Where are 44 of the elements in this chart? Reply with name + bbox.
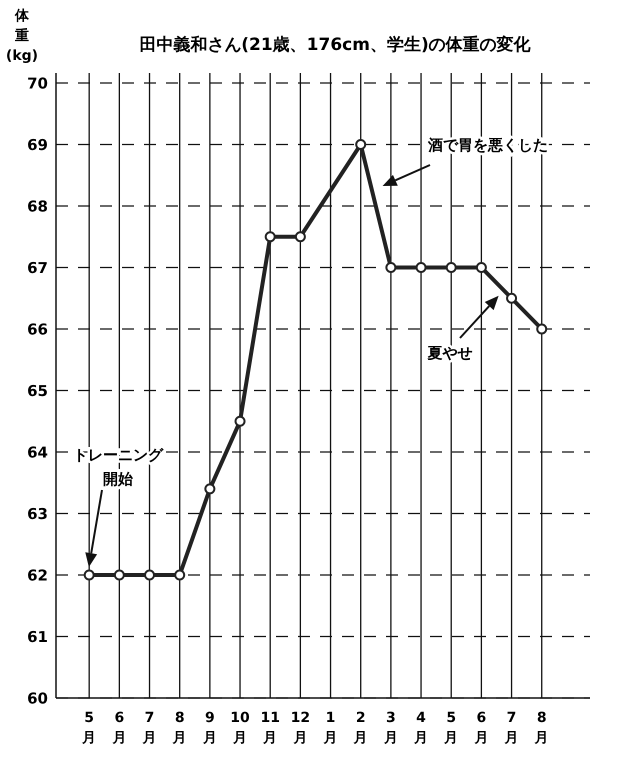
x-tick-label: 8月: [172, 710, 187, 746]
point: [264, 231, 276, 242]
y-tick-label: 64: [27, 443, 48, 462]
x-tick-label: 8月: [534, 710, 549, 746]
x-tick-label: 6月: [473, 710, 488, 746]
x-tick-label: 11月: [260, 710, 280, 746]
y-tick-label: 70: [27, 74, 48, 92]
x-tick-label: 5月: [443, 710, 458, 746]
point: [84, 570, 95, 580]
x-tick-label: 7月: [504, 710, 519, 746]
point: [476, 262, 487, 273]
y-tick-label: 68: [27, 197, 48, 216]
x-tick-label: 6月: [111, 710, 126, 746]
point: [506, 292, 518, 304]
x-tick-label: 3月: [382, 710, 398, 746]
point: [114, 570, 125, 580]
x-tick-label: 12月: [290, 710, 310, 746]
point: [174, 570, 186, 580]
point: [446, 262, 457, 273]
x-tick-label: 10月: [230, 710, 250, 746]
point: [294, 231, 306, 242]
x-tick-label: 1月: [322, 710, 338, 746]
x-tick-label: 5月: [81, 710, 96, 746]
y-tick-label: 69: [27, 136, 48, 154]
y-tick-label: 61: [27, 628, 48, 646]
x-tick-label: 7月: [142, 710, 157, 746]
point: [416, 262, 427, 273]
y-tick-label: 60: [27, 689, 48, 708]
y-axis-title: 体重(kg): [6, 8, 38, 64]
point: [385, 262, 396, 273]
point: [234, 416, 246, 427]
chart-title: 田中義和さん(21歳、176cm、学生)の体重の変化: [139, 35, 532, 55]
point: [355, 139, 366, 150]
y-tick-label: 67: [27, 258, 48, 277]
point: [144, 570, 156, 580]
x-tick-label: 2月: [352, 710, 368, 746]
y-tick-label: 63: [27, 504, 48, 523]
x-tick-label: 4月: [413, 710, 428, 746]
y-tick-label: 62: [27, 566, 48, 584]
point: [204, 483, 216, 494]
x-tick-label: 9月: [202, 710, 217, 746]
point: [536, 324, 548, 334]
y-tick-label: 66: [27, 320, 48, 338]
y-tick-label: 65: [27, 382, 48, 400]
